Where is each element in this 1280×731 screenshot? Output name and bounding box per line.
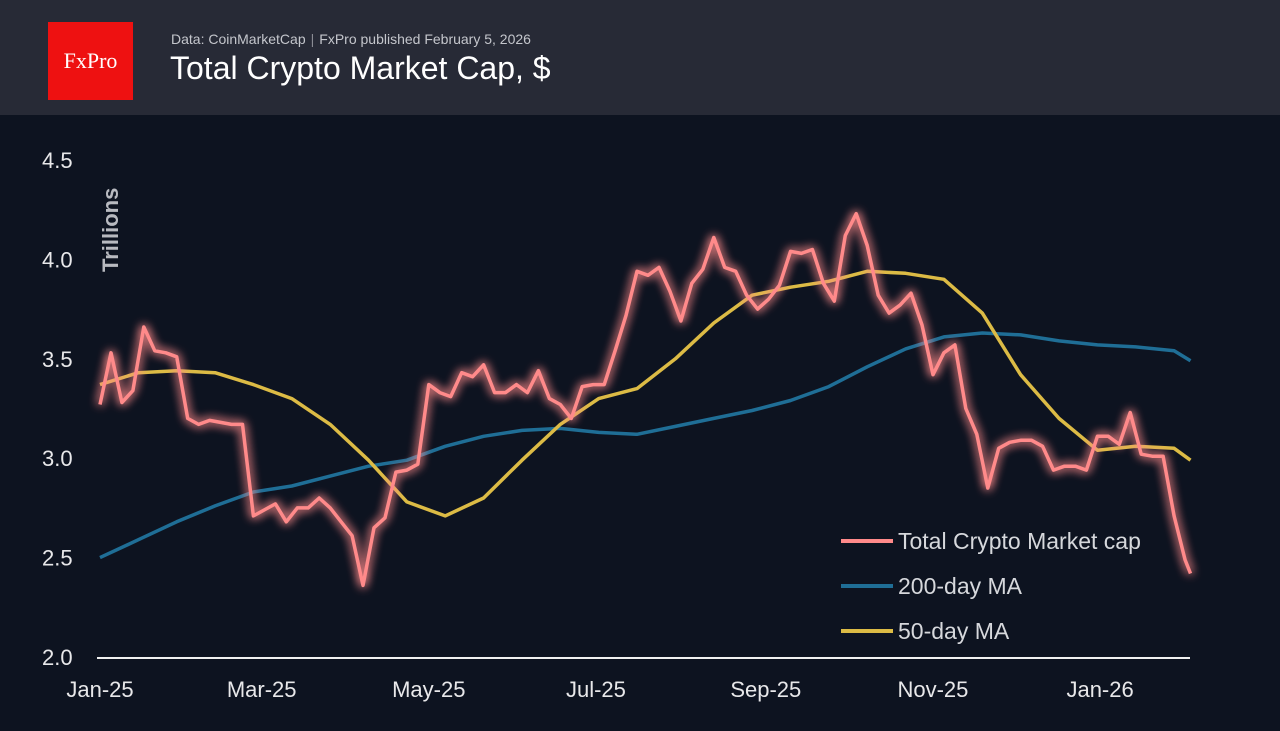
data-source: Data: CoinMarketCap [171,31,306,47]
x-tick-label: Jan-25 [66,677,133,702]
y-tick-label: 2.5 [42,546,73,571]
x-tick-label: May-25 [392,677,465,702]
y-tick-label: 3.5 [42,347,73,372]
y-tick-label: 3.0 [42,446,73,471]
header: FxPro Data: CoinMarketCap | FxPro publishe… [0,0,1280,115]
y-axis-label: Trillions [98,188,123,272]
series-line-total-crypto-market-cap [98,211,1193,588]
series-line-200-day-ma [99,331,1192,560]
y-tick-label: 4.0 [42,247,73,272]
y-tick-label: 2.0 [42,645,73,670]
logo-text: FxPro [63,48,118,73]
legend-label: 200-day MA [898,573,1023,599]
legend-label: 50-day MA [898,618,1010,644]
x-tick-label: Nov-25 [897,677,968,702]
series-line-50-day-ma [99,269,1192,518]
x-tick-label: Mar-25 [227,677,297,702]
legend-label: Total Crypto Market cap [898,528,1141,554]
fxpro-logo: FxPro [48,22,133,100]
separator: | [310,31,315,47]
page-title: Total Crypto Market Cap, $ [170,50,551,86]
x-tick-label: Sep-25 [730,677,801,702]
y-tick-label: 4.5 [42,148,73,173]
source-line: Data: CoinMarketCap | FxPro published Febr… [171,31,531,47]
published-date: FxPro published February 5, 2026 [319,31,531,47]
x-tick-label: Jul-25 [566,677,626,702]
x-tick-label: Jan-26 [1066,677,1133,702]
